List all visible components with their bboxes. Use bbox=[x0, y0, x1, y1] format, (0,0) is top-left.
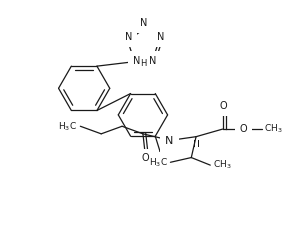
Text: H: H bbox=[140, 59, 146, 68]
Text: N: N bbox=[165, 136, 174, 146]
Text: N: N bbox=[125, 32, 132, 42]
Text: H$_3$C: H$_3$C bbox=[58, 120, 77, 133]
Text: CH$_3$: CH$_3$ bbox=[264, 123, 283, 135]
Text: N: N bbox=[133, 56, 140, 66]
Text: N: N bbox=[140, 18, 148, 28]
Text: O: O bbox=[240, 124, 247, 134]
Text: O: O bbox=[220, 101, 227, 111]
Text: O: O bbox=[141, 153, 149, 164]
Text: H$_3$C: H$_3$C bbox=[149, 156, 168, 169]
Text: CH$_3$: CH$_3$ bbox=[213, 159, 232, 171]
Text: N: N bbox=[149, 56, 157, 66]
Text: N: N bbox=[157, 32, 165, 42]
